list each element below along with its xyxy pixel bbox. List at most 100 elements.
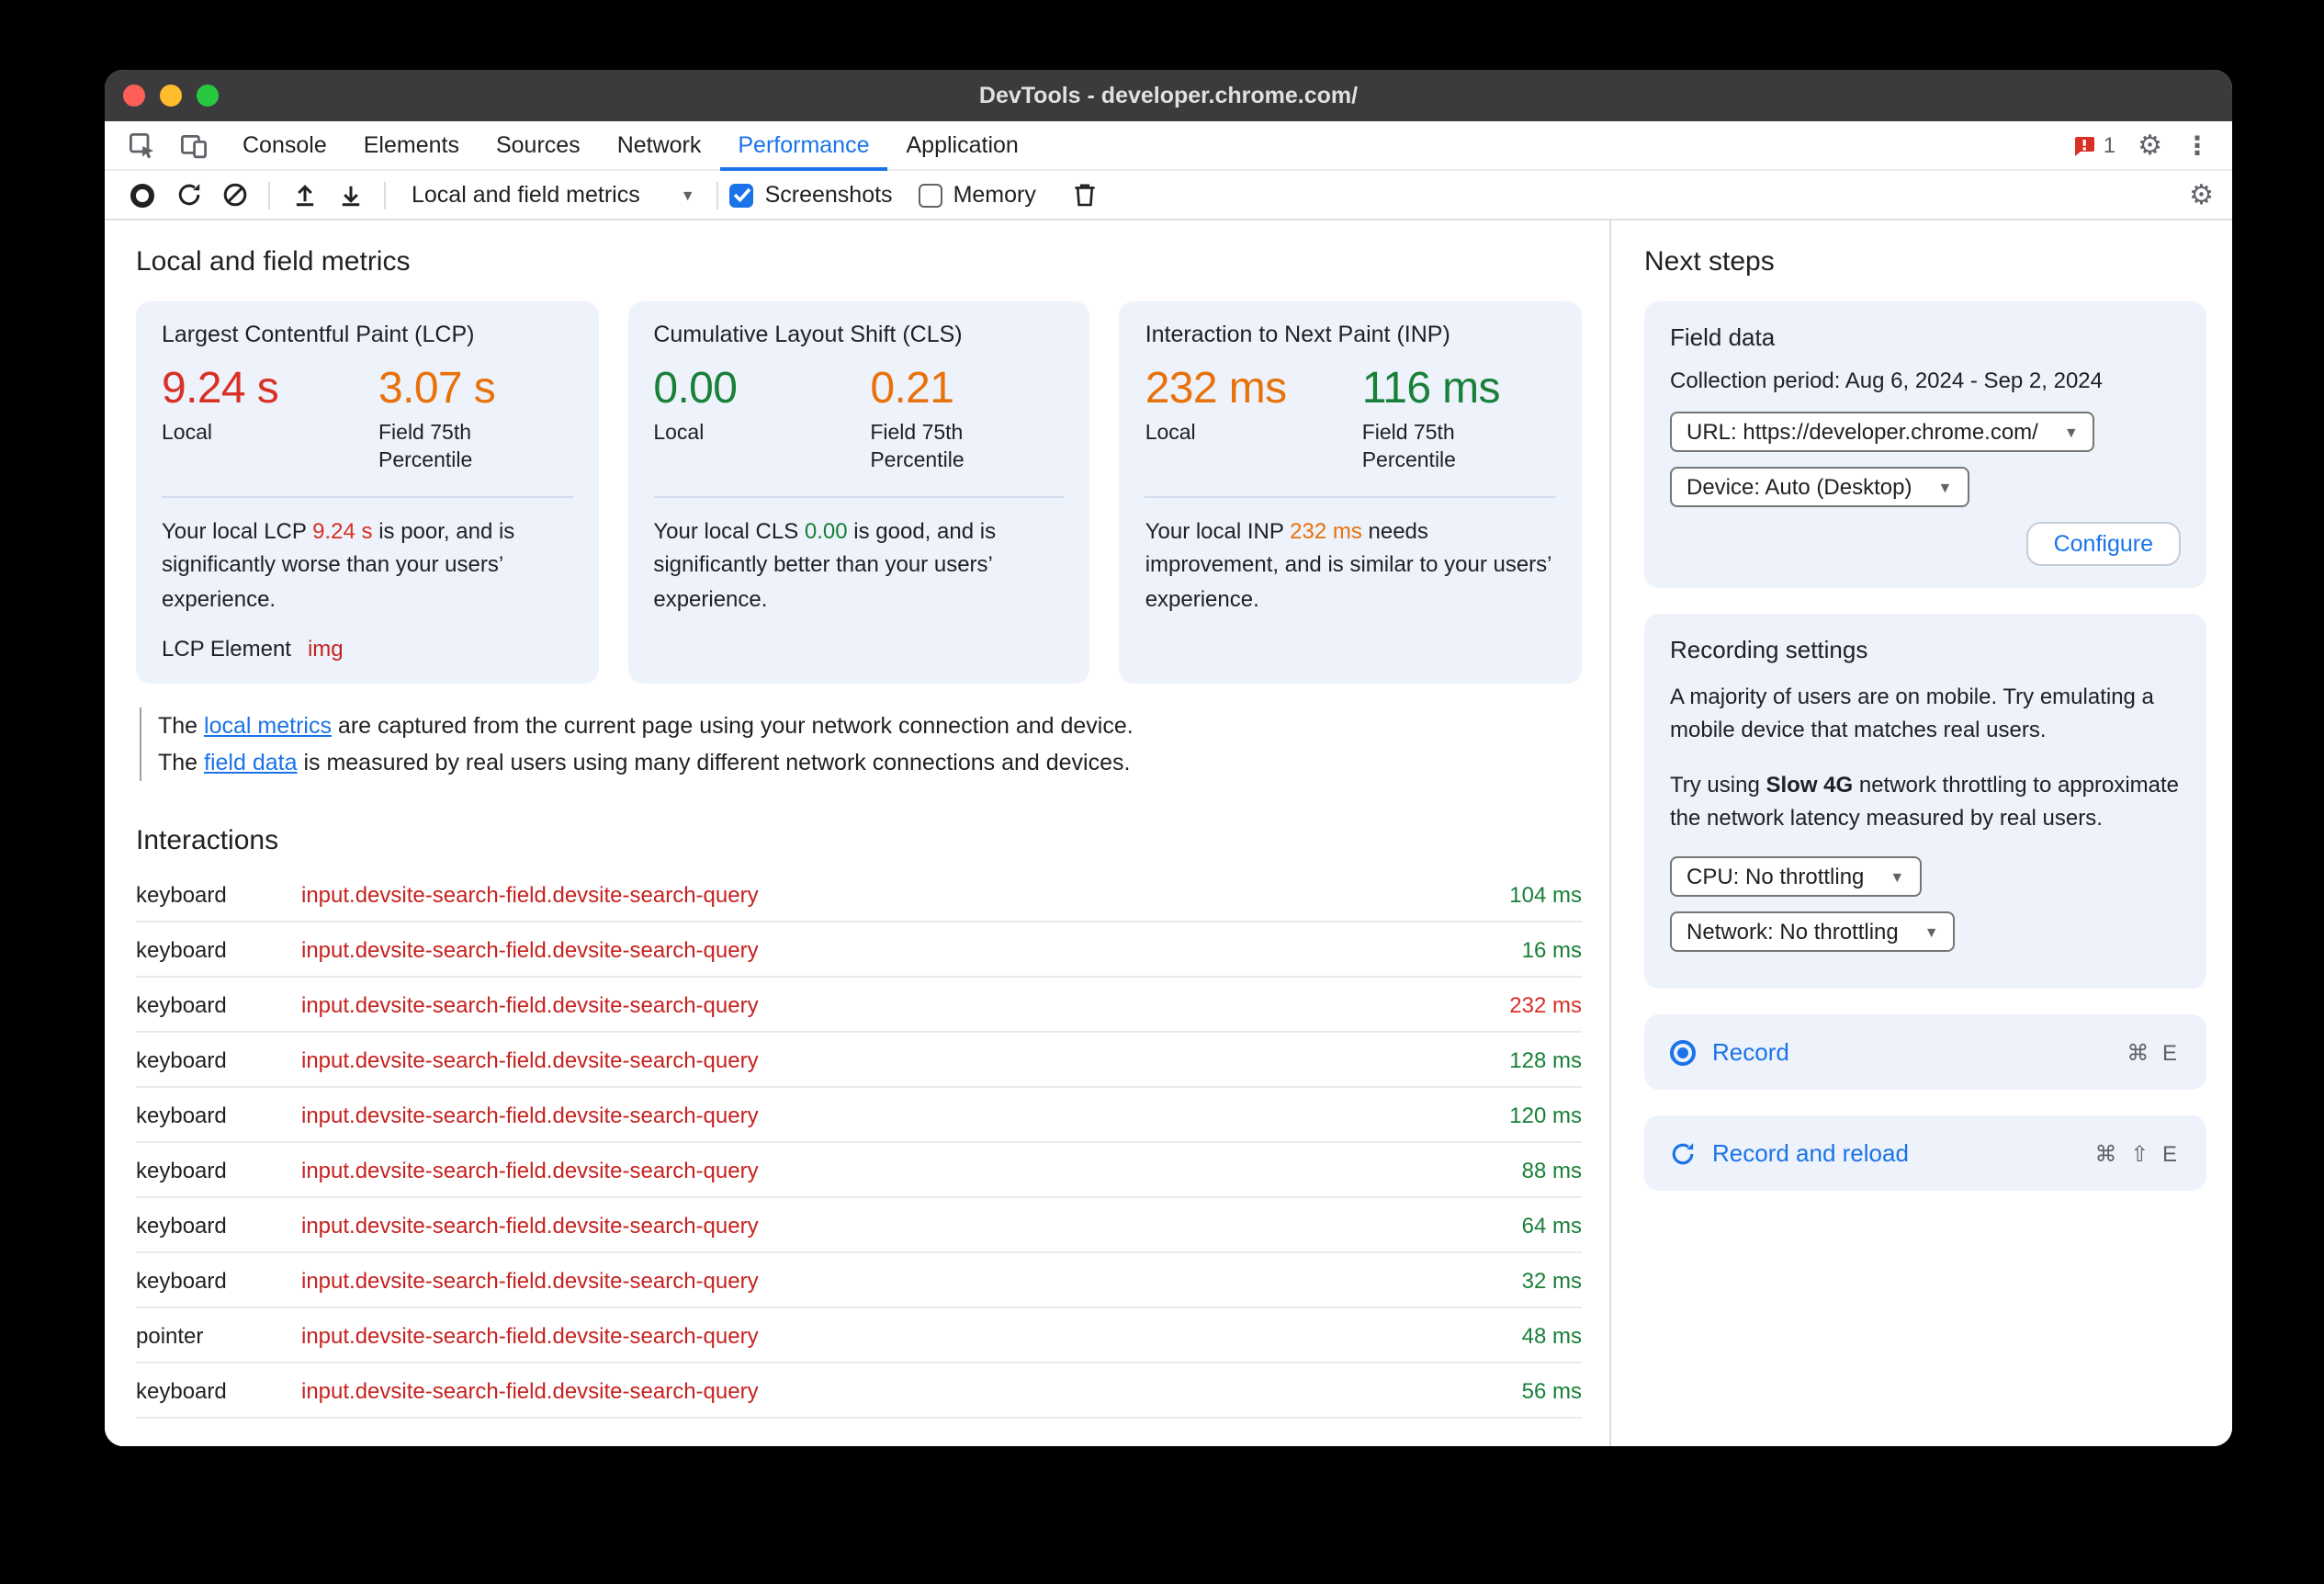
screenshots-checkbox[interactable] xyxy=(729,183,754,207)
zoom-window-button[interactable] xyxy=(197,85,219,107)
interaction-target-link[interactable]: input.devsite-search-field.devsite-searc… xyxy=(301,1377,759,1404)
field-data-link[interactable]: field data xyxy=(204,750,298,776)
configure-button[interactable]: Configure xyxy=(2025,522,2181,566)
interaction-target-link[interactable]: input.devsite-search-field.devsite-searc… xyxy=(301,991,759,1018)
panel-view-select[interactable]: Local and field metrics ▼ xyxy=(397,182,706,208)
record-label: Record xyxy=(1712,1038,1789,1066)
interactions-heading: Interactions xyxy=(136,825,279,857)
chevron-down-icon: ▼ xyxy=(1924,923,1939,940)
page-title: Local and field metrics xyxy=(136,246,411,277)
interaction-duration: 104 ms xyxy=(1509,881,1582,908)
device-toolbar-icon[interactable] xyxy=(176,129,209,162)
tab-elements[interactable]: Elements xyxy=(363,132,459,158)
interaction-duration: 64 ms xyxy=(1521,1212,1582,1239)
inspect-element-icon[interactable] xyxy=(125,129,158,162)
cls-local-value: 0.00 xyxy=(653,364,738,413)
toolbar-divider xyxy=(384,181,386,209)
network-throttling-value: Network: No throttling xyxy=(1687,919,1899,945)
panel-content: Local and field metrics Largest Contentf… xyxy=(105,221,2232,1446)
local-metrics-link[interactable]: local metrics xyxy=(204,713,332,740)
issues-counter[interactable]: 1 xyxy=(2072,132,2115,158)
url-select[interactable]: URL: https://developer.chrome.com/ ▼ xyxy=(1670,412,2095,452)
panel-tabs: Console Elements Sources Network Perform… xyxy=(224,121,1037,171)
window-title: DevTools - developer.chrome.com/ xyxy=(978,83,1359,108)
devtools-window: DevTools - developer.chrome.com/ Console… xyxy=(105,70,2232,1446)
cpu-throttling-select[interactable]: CPU: No throttling ▼ xyxy=(1670,856,1922,897)
tabbar-left-icons xyxy=(105,121,224,169)
record-icon[interactable] xyxy=(119,172,165,218)
lcp-field-value: 3.07 s xyxy=(378,364,496,413)
panel-view-select-label: Local and field metrics xyxy=(412,182,640,208)
network-throttling-select[interactable]: Network: No throttling ▼ xyxy=(1670,911,1956,952)
recording-settings-title: Recording settings xyxy=(1670,636,1868,663)
tab-sources[interactable]: Sources xyxy=(495,132,581,158)
metrics-note: The local metrics are captured from the … xyxy=(140,707,1582,782)
interaction-type: keyboard xyxy=(136,1267,227,1294)
minimize-window-button[interactable] xyxy=(160,85,182,107)
inp-description: Your local INP 232 ms needs improvement,… xyxy=(1145,517,1551,612)
chevron-down-icon: ▼ xyxy=(1890,868,1905,885)
performance-toolbar: Local and field metrics ▼ Screenshots Me… xyxy=(105,171,2232,221)
metric-card-inp: Interaction to Next Paint (INP) 232 ms L… xyxy=(1119,301,1583,685)
lcp-element-link[interactable]: img xyxy=(307,636,344,662)
close-window-button[interactable] xyxy=(123,85,145,107)
field-data-title: Field data xyxy=(1670,323,1776,351)
settings-gear-icon[interactable]: ⚙ xyxy=(2138,130,2162,161)
interaction-target-link[interactable]: input.devsite-search-field.devsite-searc… xyxy=(301,881,759,908)
metric-card-cls: Cumulative Layout Shift (CLS) 0.00 Local… xyxy=(627,301,1090,685)
reload-icon xyxy=(1670,1140,1696,1166)
record-button[interactable]: Record ⌘ E xyxy=(1644,1014,2206,1090)
metric-title: Interaction to Next Paint (INP) xyxy=(1145,322,1450,347)
recording-settings-mobile-tip: A majority of users are on mobile. Try e… xyxy=(1670,684,2154,742)
record-and-reload-label: Record and reload xyxy=(1712,1139,1909,1167)
inp-local-value: 232 ms xyxy=(1145,364,1287,413)
tab-performance[interactable]: Performance xyxy=(719,121,887,171)
lcp-local-value: 9.24 s xyxy=(162,364,279,413)
interaction-type: keyboard xyxy=(136,991,227,1018)
chevron-down-icon: ▼ xyxy=(680,187,695,203)
interaction-row: keyboard input.devsite-search-field.devs… xyxy=(136,1144,1582,1199)
interaction-target-link[interactable]: input.devsite-search-field.devsite-searc… xyxy=(301,1322,759,1349)
interaction-target-link[interactable]: input.devsite-search-field.devsite-searc… xyxy=(301,1157,759,1183)
tab-application[interactable]: Application xyxy=(906,132,1019,158)
record-and-reload-button[interactable]: Record and reload ⌘ ⇧ E xyxy=(1644,1115,2206,1191)
tab-network[interactable]: Network xyxy=(616,132,702,158)
more-options-icon[interactable]: ⋮ xyxy=(2184,130,2210,160)
interaction-duration: 88 ms xyxy=(1521,1157,1582,1183)
cls-field-value: 0.21 xyxy=(870,364,954,413)
interaction-target-link[interactable]: input.devsite-search-field.devsite-searc… xyxy=(301,1267,759,1294)
interaction-type: keyboard xyxy=(136,1102,227,1128)
interaction-duration: 32 ms xyxy=(1521,1267,1582,1294)
collect-garbage-icon[interactable] xyxy=(1062,172,1108,218)
inp-field-value: 116 ms xyxy=(1361,364,1501,413)
interaction-target-link[interactable]: input.devsite-search-field.devsite-searc… xyxy=(301,936,759,963)
memory-label: Memory xyxy=(953,182,1036,208)
interaction-type: keyboard xyxy=(136,1047,227,1073)
clear-icon[interactable] xyxy=(211,172,257,218)
tab-console[interactable]: Console xyxy=(243,132,327,158)
chevron-down-icon: ▼ xyxy=(1937,479,1953,495)
collection-period: Collection period: Aug 6, 2024 - Sep 2, … xyxy=(1670,368,2103,393)
interaction-row: pointer input.devsite-search-field.devsi… xyxy=(136,1309,1582,1364)
memory-checkbox[interactable] xyxy=(918,183,942,207)
interaction-target-link[interactable]: input.devsite-search-field.devsite-searc… xyxy=(301,1212,759,1239)
interaction-target-link[interactable]: input.devsite-search-field.devsite-searc… xyxy=(301,1047,759,1073)
metric-title: Cumulative Layout Shift (CLS) xyxy=(653,322,963,347)
panel-settings-gear-icon[interactable]: ⚙ xyxy=(2189,179,2214,210)
reload-and-record-icon[interactable] xyxy=(165,172,211,218)
interaction-row: keyboard input.devsite-search-field.devs… xyxy=(136,1089,1582,1144)
interaction-duration: 128 ms xyxy=(1509,1047,1582,1073)
issues-count: 1 xyxy=(2103,132,2116,158)
interaction-duration: 56 ms xyxy=(1521,1377,1582,1404)
lcp-description: Your local LCP 9.24 s is poor, and is si… xyxy=(162,517,515,612)
interaction-type: keyboard xyxy=(136,881,227,908)
device-select[interactable]: Device: Auto (Desktop) ▼ xyxy=(1670,467,1969,507)
note-line-local: The local metrics are captured from the … xyxy=(158,713,1134,740)
save-profile-icon[interactable] xyxy=(327,172,373,218)
load-profile-icon[interactable] xyxy=(281,172,327,218)
interaction-row: keyboard input.devsite-search-field.devs… xyxy=(136,1199,1582,1254)
titlebar: DevTools - developer.chrome.com/ xyxy=(105,70,2232,121)
interaction-target-link[interactable]: input.devsite-search-field.devsite-searc… xyxy=(301,1102,759,1128)
divider xyxy=(162,495,573,498)
